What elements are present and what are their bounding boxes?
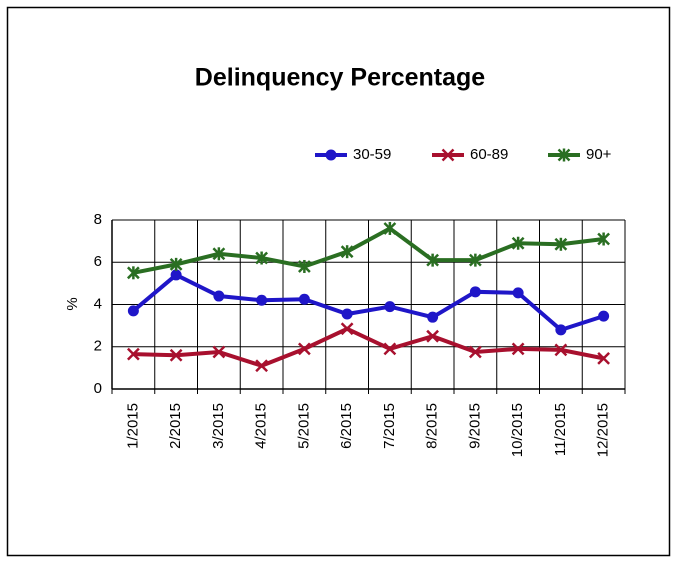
- marker: [555, 324, 567, 336]
- marker-circle: [170, 269, 182, 281]
- marker-stroke: [169, 348, 183, 362]
- marker-circle: [512, 287, 524, 299]
- legend-label: 60-89: [470, 146, 508, 163]
- marker-stroke: [340, 322, 354, 336]
- marker-stroke: [383, 342, 397, 356]
- marker: [169, 257, 183, 271]
- marker: [383, 342, 397, 356]
- marker: [597, 232, 611, 246]
- marker: [427, 311, 439, 323]
- marker-circle: [213, 290, 225, 302]
- marker: [426, 253, 440, 267]
- y-axis-label: %: [64, 297, 81, 310]
- y-tick-label: 0: [94, 380, 102, 397]
- x-tick-label: 4/2015: [253, 403, 270, 449]
- marker: [212, 345, 226, 359]
- marker: [127, 305, 139, 317]
- chart-frame: [6, 6, 671, 557]
- marker-circle: [427, 311, 439, 323]
- marker-circle: [555, 324, 567, 336]
- marker-stroke: [297, 342, 311, 356]
- x-tick-label: 3/2015: [210, 403, 227, 449]
- marker: [169, 348, 183, 362]
- x-tick-label: 12/2015: [595, 403, 612, 457]
- marker-stroke: [212, 345, 226, 359]
- x-tick-label: 7/2015: [381, 403, 398, 449]
- marker: [213, 290, 225, 302]
- marker-circle: [325, 149, 337, 161]
- marker: [511, 342, 525, 356]
- x-tick-label: 10/2015: [509, 403, 526, 457]
- y-tick-label: 6: [94, 253, 102, 270]
- marker: [126, 347, 140, 361]
- marker: [340, 245, 354, 259]
- marker-circle: [341, 308, 353, 320]
- marker: [441, 148, 455, 162]
- marker: [297, 342, 311, 356]
- marker-circle: [256, 294, 268, 306]
- marker: [325, 149, 337, 161]
- marker: [469, 286, 481, 298]
- marker: [426, 329, 440, 343]
- series-line: [133, 326, 605, 368]
- marker: [468, 253, 482, 267]
- x-tick-label: 1/2015: [124, 403, 141, 449]
- marker-circle: [127, 305, 139, 317]
- marker: [255, 359, 269, 373]
- marker-stroke: [554, 343, 568, 357]
- y-tick-label: 4: [94, 295, 102, 312]
- legend-label: 30-59: [353, 146, 391, 163]
- marker: [557, 148, 571, 162]
- marker: [297, 259, 311, 273]
- x-tick-label: 6/2015: [338, 403, 355, 449]
- y-tick-label: 2: [94, 338, 102, 355]
- marker-stroke: [468, 345, 482, 359]
- x-tick-label: 11/2015: [552, 403, 569, 456]
- marker: [512, 287, 524, 299]
- marker-stroke: [597, 351, 611, 365]
- marker: [256, 294, 268, 306]
- x-tick-label: 2/2015: [167, 403, 184, 449]
- marker-stroke: [255, 359, 269, 373]
- marker: [170, 269, 182, 281]
- series-line: [132, 226, 604, 275]
- marker: [511, 236, 525, 250]
- marker: [597, 351, 611, 365]
- marker: [554, 343, 568, 357]
- marker-stroke: [511, 342, 525, 356]
- chart-title: Delinquency Percentage: [195, 64, 485, 92]
- marker: [341, 308, 353, 320]
- marker: [298, 293, 310, 305]
- marker-stroke: [426, 329, 440, 343]
- legend-label: 90+: [586, 146, 612, 163]
- marker: [468, 345, 482, 359]
- marker: [255, 251, 269, 265]
- x-tick-label: 9/2015: [466, 403, 483, 449]
- x-tick-label: 5/2015: [295, 403, 312, 449]
- marker: [554, 237, 568, 251]
- x-tick-label: 8/2015: [424, 403, 441, 449]
- marker-circle: [384, 301, 396, 313]
- marker-circle: [298, 293, 310, 305]
- marker: [384, 301, 396, 313]
- marker: [598, 310, 610, 322]
- marker-stroke: [441, 148, 455, 162]
- marker: [126, 266, 140, 280]
- marker-circle: [469, 286, 481, 298]
- series-line: [132, 272, 605, 333]
- marker: [383, 221, 397, 235]
- marker-circle: [598, 310, 610, 322]
- marker-stroke: [126, 347, 140, 361]
- marker: [212, 247, 226, 261]
- y-tick-label: 8: [94, 211, 102, 228]
- marker: [340, 322, 354, 336]
